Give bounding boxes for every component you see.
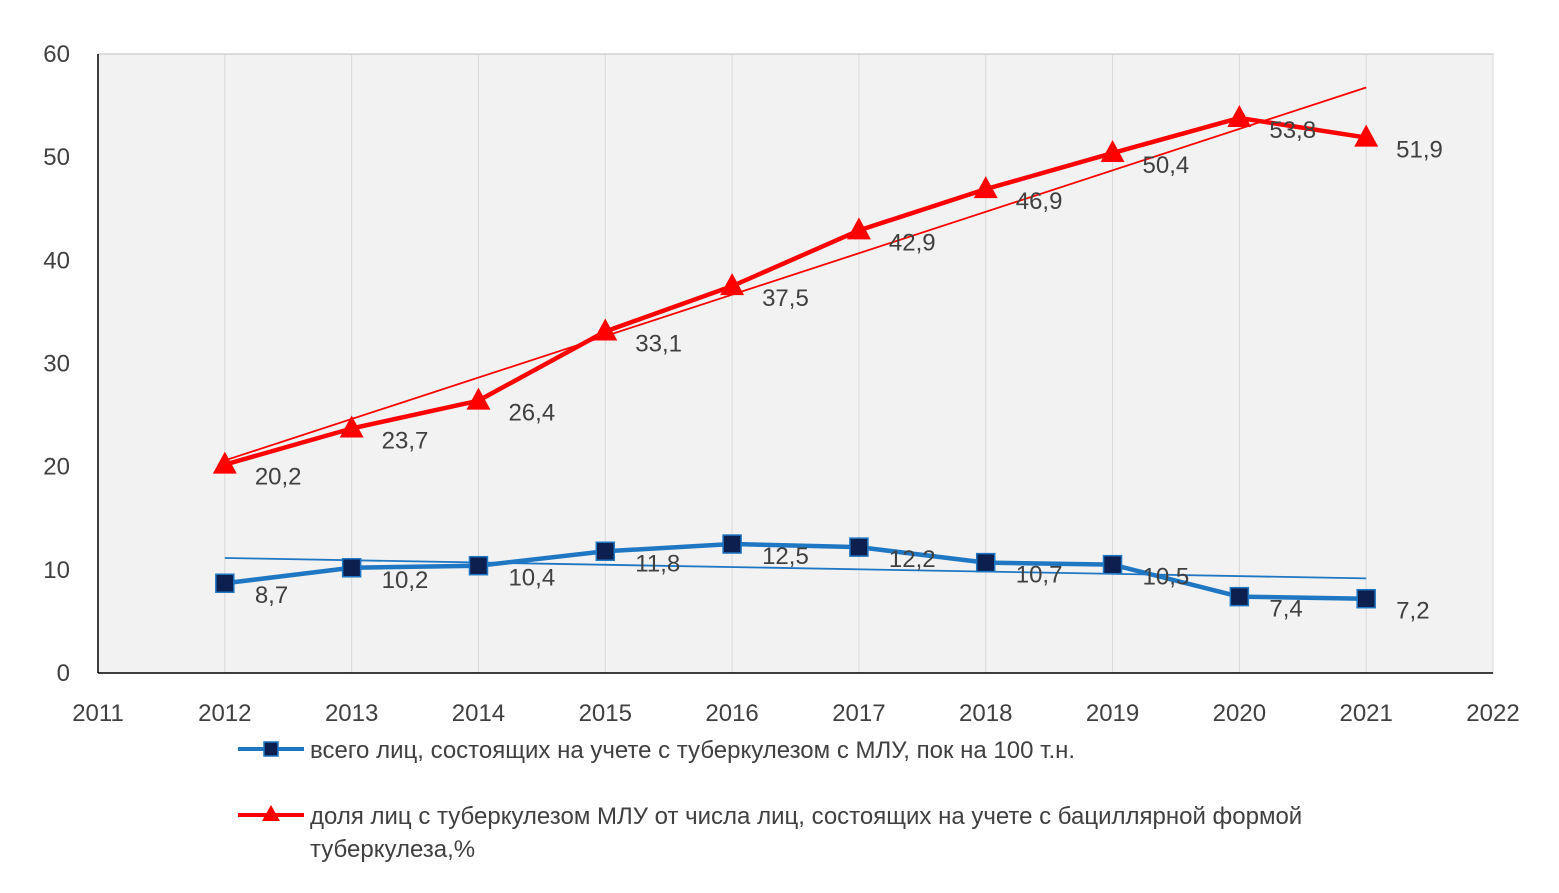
legend-triangle-marker-icon: [238, 805, 304, 821]
x-tick-label: 2020: [1213, 700, 1266, 727]
y-tick-label: 60: [43, 41, 70, 68]
data-point-square: [215, 573, 235, 593]
data-label: 7,2: [1396, 598, 1429, 625]
y-tick-label: 30: [43, 351, 70, 378]
x-tick-label: 2014: [452, 700, 505, 727]
data-point-triangle: [973, 176, 998, 199]
data-point-triangle: [466, 387, 491, 410]
x-tick-label: 2021: [1339, 700, 1392, 727]
data-point-square: [341, 558, 362, 578]
legend-item-blue: всего лиц, состоящих на учете с туберкул…: [238, 734, 1075, 767]
data-label: 12,2: [889, 546, 936, 573]
data-label: 50,4: [1143, 152, 1190, 179]
x-tick-label: 2016: [705, 700, 758, 727]
legend-label-blue: всего лиц, состоящих на учете с туберкул…: [310, 737, 1076, 764]
x-tick-label: 2015: [579, 700, 632, 727]
legend-red: доля лиц с туберкулезом МЛУ от числа лиц…: [238, 800, 1302, 866]
x-tick-label: 2011: [72, 700, 124, 727]
data-label: 26,4: [508, 400, 555, 427]
y-tick-label: 40: [43, 247, 70, 274]
legend-label-red-line1: доля лиц с туберкулезом МЛУ от числа лиц…: [310, 803, 1303, 830]
data-label: 10,7: [1016, 562, 1063, 589]
x-tick-label: 2017: [832, 700, 885, 727]
data-label: 8,7: [255, 582, 288, 609]
data-label: 7,4: [1269, 596, 1302, 623]
data-point-triangle: [339, 415, 364, 438]
x-tick-label: 2013: [325, 700, 378, 727]
data-label: 20,2: [255, 464, 302, 491]
data-point-square: [849, 537, 869, 557]
y-tick-label: 10: [43, 557, 70, 584]
data-label: 53,8: [1269, 117, 1316, 144]
y-tick-label: 50: [43, 144, 70, 171]
data-label: 12,5: [762, 543, 809, 570]
series-line: [224, 541, 1367, 601]
trendline: [224, 86, 1367, 462]
legend: всего лиц, состоящих на учете с туберкул…: [238, 734, 1075, 767]
x-tick-label: 2018: [959, 700, 1012, 727]
series-line: [224, 115, 1367, 467]
data-point-triangle: [1100, 140, 1125, 163]
data-point-triangle: [593, 318, 618, 341]
trendlines: [224, 86, 1367, 580]
data-label: 10,4: [508, 565, 555, 592]
data-point-square: [468, 555, 489, 576]
data-label: 37,5: [762, 285, 809, 312]
x-tick-label: 2019: [1086, 700, 1139, 727]
legend-square-marker-icon: [238, 741, 304, 757]
data-point-square: [722, 534, 742, 554]
data-point-triangle: [1227, 104, 1252, 127]
data-point-square: [1229, 586, 1250, 607]
data-point-square: [595, 541, 616, 562]
x-tick-label: 2012: [198, 700, 251, 727]
data-label: 42,9: [889, 229, 936, 256]
legend-label-red-line2: туберкулеза,%: [310, 836, 476, 863]
axis-ticks: 2011 2012 2013 2014 2015 2016 2017 2018 2019 2020…: [43, 41, 1519, 727]
data-label: 10,5: [1143, 564, 1190, 591]
data-label: 46,9: [1016, 188, 1063, 215]
series: [212, 104, 1379, 609]
data-labels: 8,7 10,2 10,4 11,8 12,5 12,2 10,7 10,5 7,4 7,2 20,…: [255, 117, 1443, 625]
data-label: 33,1: [635, 331, 682, 358]
data-label: 23,7: [382, 427, 429, 454]
plot-area: [97, 53, 1494, 674]
data-label: 51,9: [1396, 137, 1443, 164]
data-point-triangle: [212, 451, 237, 474]
trendline: [224, 557, 1367, 580]
data-label: 11,8: [635, 550, 680, 577]
data-point-square: [975, 552, 996, 573]
y-tick-label: 20: [43, 454, 70, 481]
data-point-triangle: [846, 217, 871, 240]
data-point-square: [1356, 588, 1376, 609]
data-label: 10,2: [382, 567, 429, 594]
data-point-triangle: [1354, 124, 1379, 147]
y-tick-label: 0: [57, 660, 70, 687]
data-point-triangle: [720, 273, 745, 296]
x-tick-label: 2022: [1466, 700, 1519, 727]
legend-item-red: доля лиц с туберкулезом МЛУ от числа лиц…: [238, 800, 1302, 866]
data-point-square: [1102, 554, 1123, 575]
